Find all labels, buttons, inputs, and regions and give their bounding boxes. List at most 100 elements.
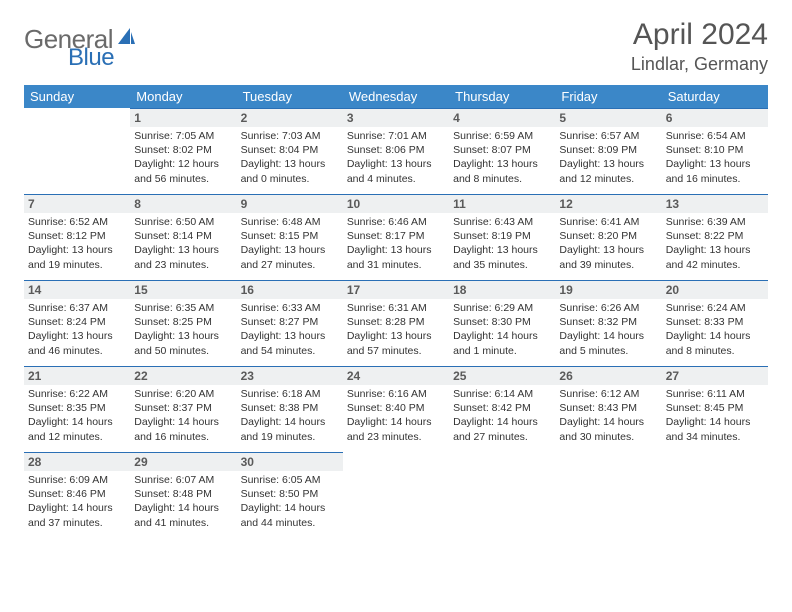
week-row: 14Sunrise: 6:37 AMSunset: 8:24 PMDayligh… [24,280,768,366]
info-line: Sunset: 8:32 PM [559,315,657,329]
day-number: 25 [449,366,555,385]
day-cell: 12Sunrise: 6:41 AMSunset: 8:20 PMDayligh… [555,194,661,280]
day-number: 20 [662,280,768,299]
info-line: and 31 minutes. [347,258,445,272]
info-line: and 57 minutes. [347,344,445,358]
info-line: Sunset: 8:09 PM [559,143,657,157]
day-info: Sunrise: 6:39 AMSunset: 8:22 PMDaylight:… [662,213,768,272]
day-cell: 10Sunrise: 6:46 AMSunset: 8:17 PMDayligh… [343,194,449,280]
info-line: Sunset: 8:50 PM [241,487,339,501]
day-cell: 5Sunrise: 6:57 AMSunset: 8:09 PMDaylight… [555,108,661,194]
day-info: Sunrise: 6:16 AMSunset: 8:40 PMDaylight:… [343,385,449,444]
day-number: 14 [24,280,130,299]
info-line: and 12 minutes. [28,430,126,444]
day-cell: 4Sunrise: 6:59 AMSunset: 8:07 PMDaylight… [449,108,555,194]
day-number: 12 [555,194,661,213]
empty-day [555,452,661,471]
info-line: Sunset: 8:15 PM [241,229,339,243]
empty-day [662,452,768,471]
day-cell: 27Sunrise: 6:11 AMSunset: 8:45 PMDayligh… [662,366,768,452]
info-line: and 19 minutes. [241,430,339,444]
day-cell: 1Sunrise: 7:05 AMSunset: 8:02 PMDaylight… [130,108,236,194]
info-line: Sunrise: 6:24 AM [666,301,764,315]
header: General Blue April 2024 Lindlar, Germany [24,18,768,75]
info-line: Sunrise: 6:31 AM [347,301,445,315]
day-header: Saturday [662,85,768,108]
day-cell [343,452,449,538]
info-line: Sunrise: 6:07 AM [134,473,232,487]
day-cell: 11Sunrise: 6:43 AMSunset: 8:19 PMDayligh… [449,194,555,280]
calendar-table: SundayMondayTuesdayWednesdayThursdayFrid… [24,85,768,538]
day-number: 17 [343,280,449,299]
info-line: Sunrise: 6:26 AM [559,301,657,315]
day-cell: 20Sunrise: 6:24 AMSunset: 8:33 PMDayligh… [662,280,768,366]
day-number: 22 [130,366,236,385]
info-line: and 8 minutes. [666,344,764,358]
day-header-row: SundayMondayTuesdayWednesdayThursdayFrid… [24,85,768,108]
day-info: Sunrise: 7:05 AMSunset: 8:02 PMDaylight:… [130,127,236,186]
info-line: Sunrise: 6:57 AM [559,129,657,143]
info-line: and 50 minutes. [134,344,232,358]
info-line: and 27 minutes. [241,258,339,272]
day-info: Sunrise: 6:18 AMSunset: 8:38 PMDaylight:… [237,385,343,444]
day-info: Sunrise: 7:03 AMSunset: 8:04 PMDaylight:… [237,127,343,186]
info-line: Daylight: 14 hours [134,415,232,429]
info-line: and 35 minutes. [453,258,551,272]
info-line: Sunrise: 6:05 AM [241,473,339,487]
day-info: Sunrise: 6:50 AMSunset: 8:14 PMDaylight:… [130,213,236,272]
info-line: Sunset: 8:04 PM [241,143,339,157]
day-header: Friday [555,85,661,108]
info-line: Daylight: 14 hours [453,415,551,429]
info-line: Sunrise: 6:59 AM [453,129,551,143]
title-block: April 2024 Lindlar, Germany [631,18,768,75]
day-cell [449,452,555,538]
info-line: Sunset: 8:02 PM [134,143,232,157]
info-line: Daylight: 13 hours [666,243,764,257]
info-line: Daylight: 14 hours [666,329,764,343]
info-line: and 16 minutes. [666,172,764,186]
day-info: Sunrise: 6:46 AMSunset: 8:17 PMDaylight:… [343,213,449,272]
info-line: Sunset: 8:24 PM [28,315,126,329]
day-cell: 9Sunrise: 6:48 AMSunset: 8:15 PMDaylight… [237,194,343,280]
info-line: Sunset: 8:20 PM [559,229,657,243]
day-info: Sunrise: 6:20 AMSunset: 8:37 PMDaylight:… [130,385,236,444]
info-line: Sunrise: 6:39 AM [666,215,764,229]
info-line: Daylight: 13 hours [241,157,339,171]
info-line: Sunset: 8:40 PM [347,401,445,415]
day-info: Sunrise: 7:01 AMSunset: 8:06 PMDaylight:… [343,127,449,186]
week-row: 7Sunrise: 6:52 AMSunset: 8:12 PMDaylight… [24,194,768,280]
info-line: Daylight: 14 hours [28,415,126,429]
day-number: 10 [343,194,449,213]
day-info: Sunrise: 6:29 AMSunset: 8:30 PMDaylight:… [449,299,555,358]
info-line: and 8 minutes. [453,172,551,186]
day-number: 8 [130,194,236,213]
day-info: Sunrise: 6:33 AMSunset: 8:27 PMDaylight:… [237,299,343,358]
day-cell: 6Sunrise: 6:54 AMSunset: 8:10 PMDaylight… [662,108,768,194]
info-line: Sunrise: 6:48 AM [241,215,339,229]
info-line: Daylight: 14 hours [453,329,551,343]
day-header: Wednesday [343,85,449,108]
info-line: Sunrise: 6:14 AM [453,387,551,401]
day-info: Sunrise: 6:14 AMSunset: 8:42 PMDaylight:… [449,385,555,444]
day-cell: 29Sunrise: 6:07 AMSunset: 8:48 PMDayligh… [130,452,236,538]
info-line: Daylight: 13 hours [134,243,232,257]
day-cell [24,108,130,194]
info-line: Sunrise: 6:09 AM [28,473,126,487]
info-line: and 56 minutes. [134,172,232,186]
info-line: Daylight: 12 hours [134,157,232,171]
info-line: Sunrise: 6:43 AM [453,215,551,229]
info-line: Sunrise: 6:35 AM [134,301,232,315]
info-line: and 4 minutes. [347,172,445,186]
day-info: Sunrise: 6:07 AMSunset: 8:48 PMDaylight:… [130,471,236,530]
logo-text-2: Blue [68,44,114,72]
info-line: Sunrise: 6:16 AM [347,387,445,401]
info-line: Sunrise: 6:11 AM [666,387,764,401]
info-line: Daylight: 14 hours [347,415,445,429]
info-line: Sunrise: 6:20 AM [134,387,232,401]
day-info: Sunrise: 6:54 AMSunset: 8:10 PMDaylight:… [662,127,768,186]
day-cell: 3Sunrise: 7:01 AMSunset: 8:06 PMDaylight… [343,108,449,194]
day-header: Sunday [24,85,130,108]
day-number: 18 [449,280,555,299]
info-line: and 27 minutes. [453,430,551,444]
info-line: and 41 minutes. [134,516,232,530]
